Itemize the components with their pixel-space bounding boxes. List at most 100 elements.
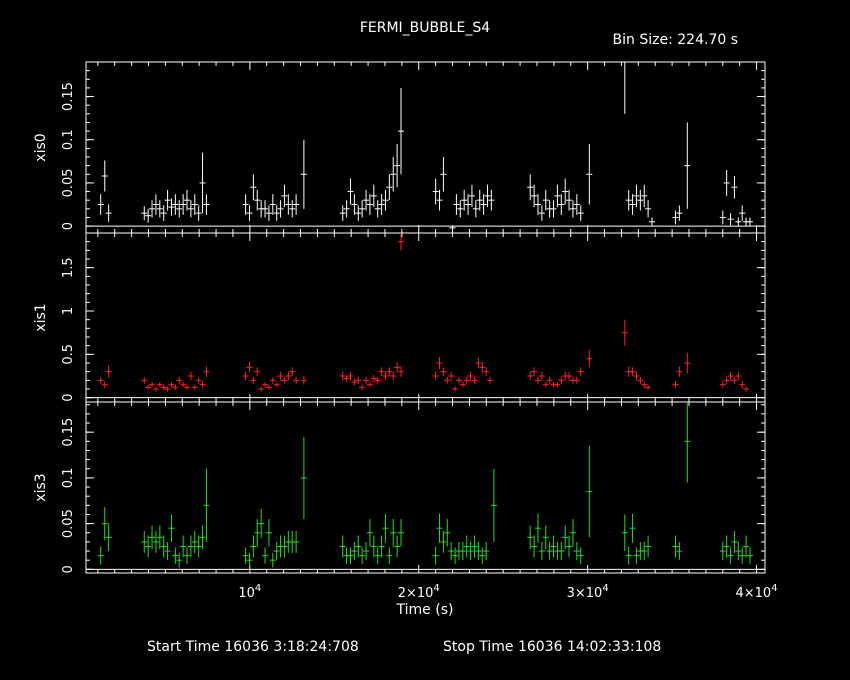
data-point — [378, 535, 385, 558]
data-point — [199, 381, 206, 389]
data-point — [566, 189, 573, 211]
data-point — [363, 189, 370, 211]
y-tick-label: 0.15 — [61, 82, 76, 111]
data-point — [269, 194, 276, 215]
data-point — [566, 535, 573, 558]
data-point — [199, 152, 206, 214]
data-point — [641, 541, 648, 561]
data-point — [160, 535, 167, 558]
data-point — [479, 547, 486, 564]
data-point — [355, 376, 362, 384]
data-point — [281, 376, 288, 384]
data-point — [569, 519, 576, 547]
data-point — [577, 547, 584, 564]
data-point — [490, 468, 497, 542]
data-point — [476, 189, 483, 211]
data-point — [105, 523, 112, 552]
data-point — [164, 386, 171, 392]
data-point — [542, 382, 549, 388]
data-point — [156, 382, 163, 388]
data-point — [471, 535, 478, 558]
data-point — [184, 384, 191, 390]
data-point — [629, 513, 636, 543]
data-point — [172, 547, 179, 564]
data-point — [723, 169, 730, 196]
data-point — [374, 376, 381, 384]
data-point — [463, 535, 470, 558]
data-point — [149, 525, 156, 550]
data-point — [457, 200, 464, 218]
data-point — [398, 519, 405, 547]
data-point — [265, 205, 272, 221]
data-point — [573, 541, 580, 561]
data-point — [187, 535, 194, 558]
data-point — [542, 189, 549, 211]
data-point — [258, 386, 265, 392]
data-point — [538, 371, 545, 381]
data-point — [363, 541, 370, 561]
data-point — [550, 535, 557, 558]
data-point — [719, 381, 726, 389]
data-point — [645, 384, 652, 390]
data-point — [480, 194, 487, 215]
data-point — [488, 189, 495, 211]
data-point — [649, 217, 656, 227]
data-point — [566, 371, 573, 381]
data-point — [289, 367, 296, 376]
data-point — [739, 381, 746, 389]
data-point — [727, 213, 734, 226]
data-point — [277, 200, 284, 218]
data-point — [101, 507, 108, 541]
data-point — [152, 194, 159, 215]
data-point — [394, 144, 401, 188]
data-point — [455, 376, 462, 384]
data-point — [684, 122, 691, 209]
data-point — [374, 547, 381, 564]
data-point — [187, 200, 194, 218]
data-point — [531, 535, 538, 558]
data-point — [538, 541, 545, 561]
data-point — [645, 535, 652, 558]
data-point — [262, 547, 269, 564]
data-point — [483, 367, 490, 376]
data-point — [684, 352, 691, 374]
data-point — [625, 546, 632, 565]
data-point — [97, 376, 104, 384]
data-point — [203, 194, 210, 215]
data-point — [359, 547, 366, 564]
data-point — [242, 547, 249, 564]
y-tick-label: 0 — [61, 222, 76, 230]
data-point — [527, 371, 534, 381]
data-point — [637, 376, 644, 384]
data-point — [448, 371, 455, 381]
data-point — [386, 174, 393, 201]
x-axis-ticks: 104 2×104 3×104 4×104 — [238, 583, 777, 601]
data-point — [484, 184, 491, 208]
data-point — [152, 386, 159, 392]
data-point — [562, 525, 569, 550]
data-point — [448, 541, 455, 561]
data-point — [629, 194, 636, 215]
data-point — [573, 194, 580, 215]
data-point — [370, 535, 377, 558]
data-point — [366, 194, 373, 215]
data-point — [262, 200, 269, 218]
data-point — [347, 178, 354, 205]
data-point — [203, 468, 210, 542]
data-point — [97, 546, 104, 565]
data-point — [586, 445, 593, 538]
data-point — [546, 376, 553, 384]
data-point — [172, 384, 179, 390]
data-point — [343, 375, 350, 383]
data-point — [293, 376, 300, 384]
data-point — [746, 547, 753, 564]
data-point — [436, 356, 443, 370]
data-point — [432, 546, 439, 565]
data-point — [449, 225, 456, 231]
data-point — [366, 519, 373, 547]
data-point — [554, 184, 561, 208]
data-point — [187, 371, 194, 381]
data-point — [467, 541, 474, 561]
data-point — [731, 530, 738, 553]
data-point — [633, 547, 640, 564]
